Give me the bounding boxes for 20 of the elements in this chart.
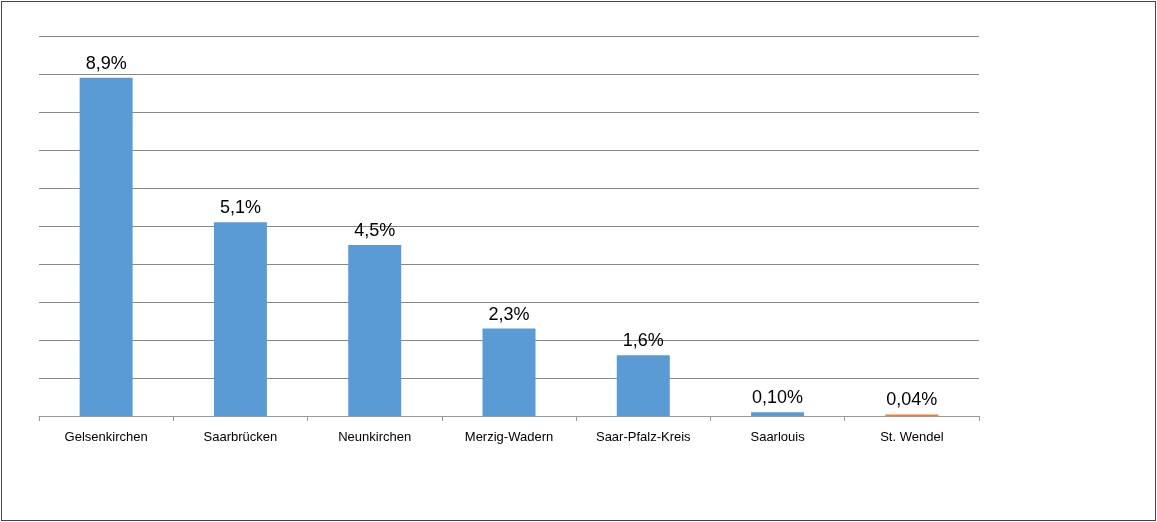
data-label: 0,04% [886, 389, 938, 410]
bar [482, 328, 536, 416]
x-tick-label: Saarlouis [750, 429, 806, 444]
data-label: 0,10% [752, 387, 804, 408]
data-label: 2,3% [488, 303, 530, 324]
x-tick-label: Merzig-Wadern [464, 429, 554, 444]
x-tick-label: Neunkirchen [338, 429, 412, 444]
bar [751, 412, 805, 416]
bar [79, 77, 133, 416]
bar [616, 355, 670, 416]
data-label: 4,5% [354, 220, 396, 240]
x-tick-label: St. Wendel [880, 429, 944, 444]
data-label: 5,1% [219, 197, 261, 218]
data-label: 8,9% [85, 52, 127, 73]
bar [213, 222, 267, 416]
x-tick-label: Saar-Pfalz-Kreis [595, 429, 692, 444]
bar [348, 245, 402, 416]
data-label: 1,6% [622, 330, 664, 351]
x-tick-label: Saarbrücken [203, 429, 278, 444]
x-tick-label: Gelsenkirchen [64, 429, 148, 444]
